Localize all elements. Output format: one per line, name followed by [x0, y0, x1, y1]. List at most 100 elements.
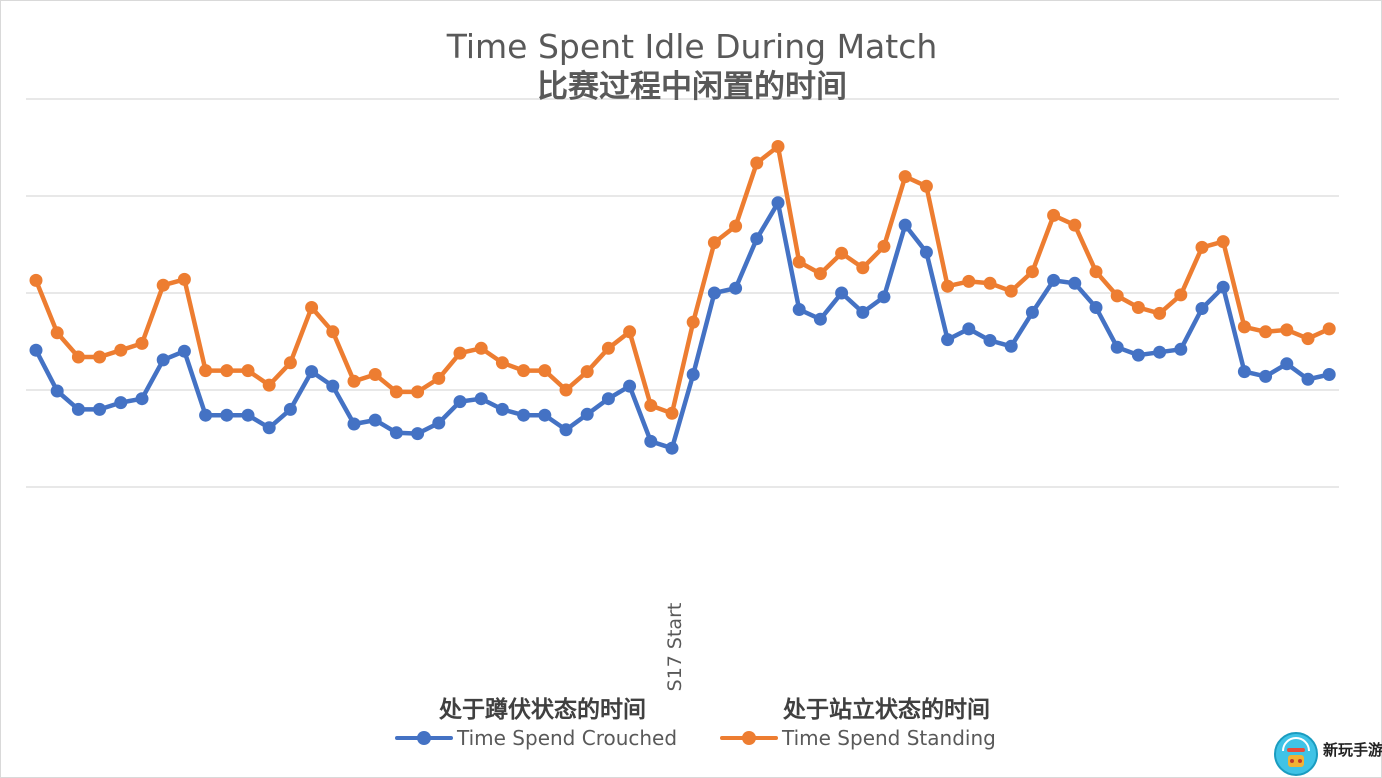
- data-point-time-spend-crouched[interactable]: [1216, 280, 1230, 294]
- data-point-time-spend-standing[interactable]: [50, 326, 64, 340]
- data-point-time-spend-crouched[interactable]: [453, 395, 467, 409]
- data-point-time-spend-standing[interactable]: [623, 325, 637, 339]
- data-point-time-spend-standing[interactable]: [1280, 323, 1294, 337]
- data-point-time-spend-crouched[interactable]: [114, 396, 128, 410]
- data-point-time-spend-crouched[interactable]: [898, 218, 912, 232]
- data-point-time-spend-crouched[interactable]: [241, 408, 255, 422]
- data-point-time-spend-standing[interactable]: [941, 279, 955, 293]
- data-point-time-spend-crouched[interactable]: [601, 392, 615, 406]
- data-point-time-spend-crouched[interactable]: [1301, 372, 1315, 386]
- data-point-time-spend-standing[interactable]: [1174, 288, 1188, 302]
- data-point-time-spend-standing[interactable]: [1089, 265, 1103, 279]
- data-point-time-spend-standing[interactable]: [1025, 265, 1039, 279]
- data-point-time-spend-crouched[interactable]: [1110, 340, 1124, 354]
- data-point-time-spend-standing[interactable]: [962, 274, 976, 288]
- data-point-time-spend-crouched[interactable]: [326, 379, 340, 393]
- data-point-time-spend-crouched[interactable]: [877, 290, 891, 304]
- data-point-time-spend-crouched[interactable]: [135, 392, 149, 406]
- data-point-time-spend-crouched[interactable]: [1280, 357, 1294, 371]
- data-point-time-spend-crouched[interactable]: [305, 365, 319, 379]
- data-point-time-spend-standing[interactable]: [898, 170, 912, 184]
- data-point-time-spend-standing[interactable]: [792, 255, 806, 269]
- data-point-time-spend-crouched[interactable]: [199, 408, 213, 422]
- data-point-time-spend-standing[interactable]: [411, 385, 425, 399]
- data-point-time-spend-standing[interactable]: [156, 278, 170, 292]
- data-point-time-spend-standing[interactable]: [368, 368, 382, 381]
- data-point-time-spend-crouched[interactable]: [474, 392, 488, 406]
- data-point-time-spend-standing[interactable]: [1047, 208, 1061, 222]
- data-point-time-spend-standing[interactable]: [241, 364, 255, 378]
- data-point-time-spend-crouched[interactable]: [368, 413, 382, 427]
- data-point-time-spend-crouched[interactable]: [389, 426, 403, 440]
- data-point-time-spend-crouched[interactable]: [771, 196, 785, 210]
- data-point-time-spend-crouched[interactable]: [1025, 305, 1039, 319]
- data-point-time-spend-standing[interactable]: [1195, 240, 1209, 254]
- data-point-time-spend-standing[interactable]: [1110, 289, 1124, 303]
- data-point-time-spend-crouched[interactable]: [665, 441, 679, 455]
- data-point-time-spend-standing[interactable]: [644, 399, 658, 412]
- data-point-time-spend-standing[interactable]: [919, 179, 933, 193]
- data-point-time-spend-standing[interactable]: [199, 364, 213, 378]
- data-point-time-spend-crouched[interactable]: [495, 402, 509, 416]
- data-point-time-spend-crouched[interactable]: [644, 434, 658, 448]
- data-point-time-spend-crouched[interactable]: [1195, 302, 1209, 315]
- data-point-time-spend-standing[interactable]: [1153, 306, 1167, 320]
- data-point-time-spend-standing[interactable]: [729, 219, 743, 233]
- data-point-time-spend-crouched[interactable]: [517, 408, 531, 422]
- data-point-time-spend-standing[interactable]: [665, 406, 679, 420]
- data-point-time-spend-standing[interactable]: [856, 261, 870, 275]
- data-point-time-spend-standing[interactable]: [135, 336, 149, 350]
- data-point-time-spend-standing[interactable]: [326, 325, 340, 339]
- data-point-time-spend-crouched[interactable]: [177, 344, 191, 358]
- data-point-time-spend-standing[interactable]: [1301, 332, 1315, 346]
- data-point-time-spend-standing[interactable]: [347, 374, 361, 388]
- data-point-time-spend-standing[interactable]: [1322, 322, 1336, 336]
- data-point-time-spend-crouched[interactable]: [1131, 348, 1145, 362]
- data-point-time-spend-standing[interactable]: [114, 343, 128, 357]
- data-point-time-spend-crouched[interactable]: [1153, 345, 1167, 359]
- data-point-time-spend-crouched[interactable]: [686, 368, 700, 381]
- data-point-time-spend-crouched[interactable]: [71, 402, 85, 416]
- data-point-time-spend-standing[interactable]: [750, 156, 764, 170]
- data-point-time-spend-crouched[interactable]: [50, 384, 64, 398]
- data-point-time-spend-crouched[interactable]: [813, 312, 827, 326]
- data-point-time-spend-standing[interactable]: [559, 383, 573, 397]
- data-point-time-spend-standing[interactable]: [835, 246, 849, 260]
- data-point-time-spend-standing[interactable]: [1237, 320, 1251, 334]
- data-point-time-spend-standing[interactable]: [1131, 301, 1145, 314]
- data-point-time-spend-crouched[interactable]: [347, 417, 361, 431]
- data-point-time-spend-standing[interactable]: [432, 371, 446, 385]
- data-point-time-spend-crouched[interactable]: [792, 303, 806, 316]
- data-point-time-spend-standing[interactable]: [389, 385, 403, 399]
- data-point-time-spend-crouched[interactable]: [983, 334, 997, 347]
- legend-item-crouched[interactable]: Time Spend Crouched: [395, 725, 677, 751]
- data-point-time-spend-standing[interactable]: [707, 236, 721, 250]
- data-point-time-spend-standing[interactable]: [283, 356, 297, 370]
- data-point-time-spend-crouched[interactable]: [750, 232, 764, 246]
- data-point-time-spend-crouched[interactable]: [432, 416, 446, 430]
- data-point-time-spend-crouched[interactable]: [538, 408, 552, 422]
- data-point-time-spend-standing[interactable]: [262, 378, 276, 392]
- data-point-time-spend-crouched[interactable]: [856, 305, 870, 319]
- data-point-time-spend-standing[interactable]: [305, 301, 319, 314]
- data-point-time-spend-standing[interactable]: [71, 350, 85, 364]
- data-point-time-spend-standing[interactable]: [877, 239, 891, 253]
- data-point-time-spend-standing[interactable]: [29, 273, 43, 287]
- data-point-time-spend-crouched[interactable]: [1174, 342, 1188, 356]
- data-point-time-spend-standing[interactable]: [177, 272, 191, 286]
- data-point-time-spend-standing[interactable]: [771, 140, 785, 153]
- data-point-time-spend-crouched[interactable]: [1237, 365, 1251, 379]
- data-point-time-spend-crouched[interactable]: [156, 353, 170, 367]
- data-point-time-spend-crouched[interactable]: [707, 286, 721, 300]
- data-point-time-spend-standing[interactable]: [517, 364, 531, 378]
- data-point-time-spend-crouched[interactable]: [919, 245, 933, 259]
- data-point-time-spend-crouched[interactable]: [411, 427, 425, 441]
- data-point-time-spend-standing[interactable]: [813, 267, 827, 281]
- data-point-time-spend-standing[interactable]: [983, 276, 997, 290]
- data-point-time-spend-crouched[interactable]: [29, 343, 43, 357]
- data-point-time-spend-standing[interactable]: [1259, 325, 1273, 339]
- data-point-time-spend-standing[interactable]: [601, 341, 615, 355]
- data-point-time-spend-crouched[interactable]: [623, 379, 637, 393]
- data-point-time-spend-crouched[interactable]: [729, 281, 743, 295]
- data-point-time-spend-crouched[interactable]: [941, 333, 955, 347]
